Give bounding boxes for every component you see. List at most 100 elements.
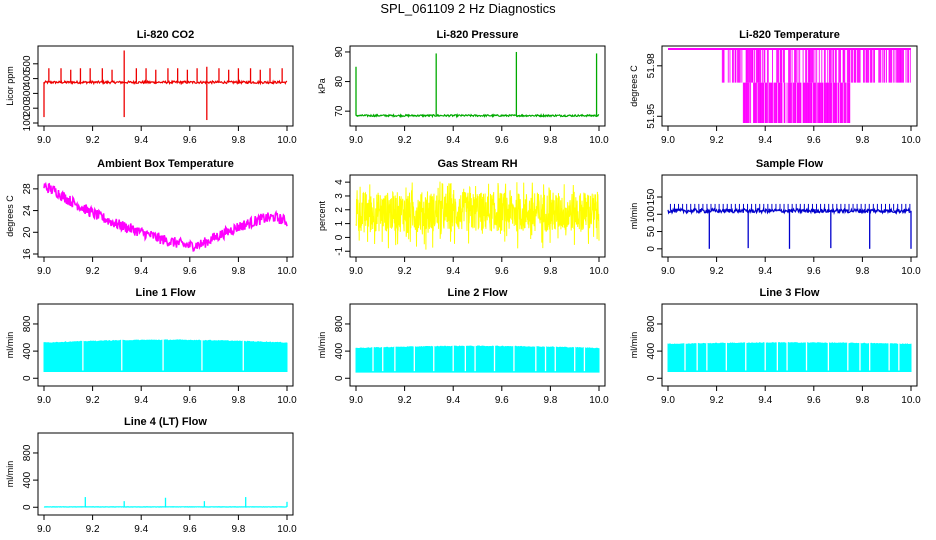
y-tick-label: 0 — [22, 504, 33, 510]
y-tick-label: 400 — [646, 342, 657, 359]
x-tick-label: 9.0 — [349, 135, 363, 146]
y-axis-label: percent — [317, 200, 327, 231]
x-tick-label: 9.2 — [86, 524, 100, 535]
y-axis-label: degrees C — [629, 65, 639, 107]
x-tick-label: 9.4 — [446, 266, 460, 277]
x-tick-label: 9.2 — [86, 266, 100, 277]
x-tick-label: 9.6 — [495, 135, 509, 146]
series-line — [43, 181, 288, 252]
plot-frame — [37, 45, 294, 127]
x-tick-label: 9.2 — [710, 135, 724, 146]
y-axis-label: ml/min — [5, 461, 15, 488]
x-tick-label: 9.2 — [398, 135, 412, 146]
series-group — [355, 181, 600, 250]
y-tick-label: 150 — [646, 188, 657, 205]
x-tick-label: 9.6 — [495, 266, 509, 277]
x-tick-label: 9.8 — [231, 135, 245, 146]
x-tick-label: 9.6 — [183, 135, 197, 146]
x-tick-label: 9.2 — [710, 266, 724, 277]
x-tick-label: 10.0 — [589, 395, 609, 406]
x-tick-label: 9.8 — [855, 266, 869, 277]
y-tick-label: 16 — [22, 248, 33, 260]
plot-frame — [661, 45, 918, 127]
y-tick-label: 28 — [22, 183, 33, 195]
y-tick-label: 400 — [22, 471, 33, 488]
plot-frame — [349, 174, 606, 258]
x-tick-label: 9.6 — [807, 266, 821, 277]
series-group — [667, 203, 912, 249]
x-tick-label: 9.6 — [807, 135, 821, 146]
x-tick-label: 9.4 — [134, 395, 148, 406]
y-tick-label: 20 — [22, 226, 33, 238]
series-line — [355, 181, 600, 250]
series-area — [43, 339, 288, 372]
chart-panel-10: Line 4 (LT) Flow 9.0 9.2 9.4 9.6 9.8 10.0 0 400 8… — [5, 416, 297, 535]
y-tick-label: 80 — [334, 76, 345, 88]
x-tick-label: 9.0 — [349, 395, 363, 406]
figure-title: SPL_061109 2 Hz Diagnostics — [380, 1, 556, 16]
x-tick-label: 9.4 — [134, 266, 148, 277]
x-tick-label: 9.8 — [231, 395, 245, 406]
y-axis-label: degrees C — [5, 195, 15, 237]
x-tick-label: 10.0 — [277, 135, 297, 146]
y-tick-label: 300 — [22, 85, 33, 102]
series-group — [43, 181, 288, 252]
y-tick-label: 4 — [334, 179, 345, 185]
x-tick-label: 9.8 — [855, 395, 869, 406]
x-tick-label: 9.4 — [446, 135, 460, 146]
chart-panel-3: Li-820 Temperature 9.0 9.2 9.4 9.6 9.8 10.0 51.… — [629, 29, 921, 146]
chart-title: Line 4 (LT) Flow — [124, 416, 207, 428]
x-tick-label: 9.2 — [86, 135, 100, 146]
series-line — [667, 206, 912, 216]
x-tick-label: 9.2 — [86, 395, 100, 406]
chart-title: Line 2 Flow — [448, 287, 508, 299]
x-tick-label: 10.0 — [901, 135, 921, 146]
y-axis-label: ml/min — [629, 332, 639, 359]
y-tick-label: 90 — [334, 46, 345, 58]
chart-title: Ambient Box Temperature — [97, 158, 234, 170]
x-tick-label: 10.0 — [277, 266, 297, 277]
series-line — [43, 79, 288, 86]
x-tick-label: 9.8 — [231, 524, 245, 535]
y-tick-label: 2 — [334, 207, 345, 213]
y-tick-label: 51.98 — [646, 53, 657, 78]
y-tick-label: 100 — [22, 114, 33, 131]
chart-title: Li-820 Temperature — [739, 29, 840, 41]
y-tick-label: 0 — [334, 375, 345, 381]
x-tick-label: 9.0 — [37, 135, 51, 146]
y-axis-label: Licor ppm — [5, 66, 15, 106]
x-tick-label: 9.4 — [134, 524, 148, 535]
series-group — [355, 343, 600, 373]
series-group — [355, 51, 600, 119]
x-tick-label: 10.0 — [901, 395, 921, 406]
chart-title: Li-820 Pressure — [437, 29, 519, 41]
y-axis-label: ml/min — [317, 332, 327, 359]
x-tick-label: 9.4 — [134, 135, 148, 146]
plot-frame — [37, 174, 294, 258]
chart-panel-9: Line 3 Flow 9.0 9.2 9.4 9.6 9.8 10.0 0 400 800 ml/… — [629, 287, 921, 406]
x-tick-label: 9.0 — [37, 395, 51, 406]
x-tick-label: 9.2 — [710, 395, 724, 406]
plot-frame — [37, 303, 294, 387]
y-tick-label: 0 — [646, 375, 657, 381]
x-tick-label: 9.8 — [543, 266, 557, 277]
x-tick-label: 9.0 — [661, 266, 675, 277]
series-group — [43, 497, 288, 508]
x-tick-label: 9.4 — [758, 395, 772, 406]
chart-panel-5: Gas Stream RH 9.0 9.2 9.4 9.6 9.8 10.0 -1 0 1 2 3 4 p… — [317, 158, 609, 277]
x-tick-label: 9.0 — [349, 266, 363, 277]
chart-panel-8: Line 2 Flow 9.0 9.2 9.4 9.6 9.8 10.0 0 400 800 ml/… — [317, 287, 609, 406]
chart-title: Gas Stream RH — [437, 158, 517, 170]
y-tick-label: 70 — [334, 105, 345, 117]
chart-panel-7: Line 1 Flow 9.0 9.2 9.4 9.6 9.8 10.0 0 400 800 ml/… — [5, 287, 297, 406]
series-group — [43, 50, 288, 121]
series-area — [355, 345, 600, 373]
y-tick-label: 51.95 — [646, 103, 657, 128]
y-tick-label: 400 — [22, 342, 33, 359]
x-tick-label: 9.0 — [661, 395, 675, 406]
x-tick-label: 10.0 — [589, 266, 609, 277]
plot-frame — [661, 174, 918, 258]
x-tick-label: 9.4 — [758, 135, 772, 146]
